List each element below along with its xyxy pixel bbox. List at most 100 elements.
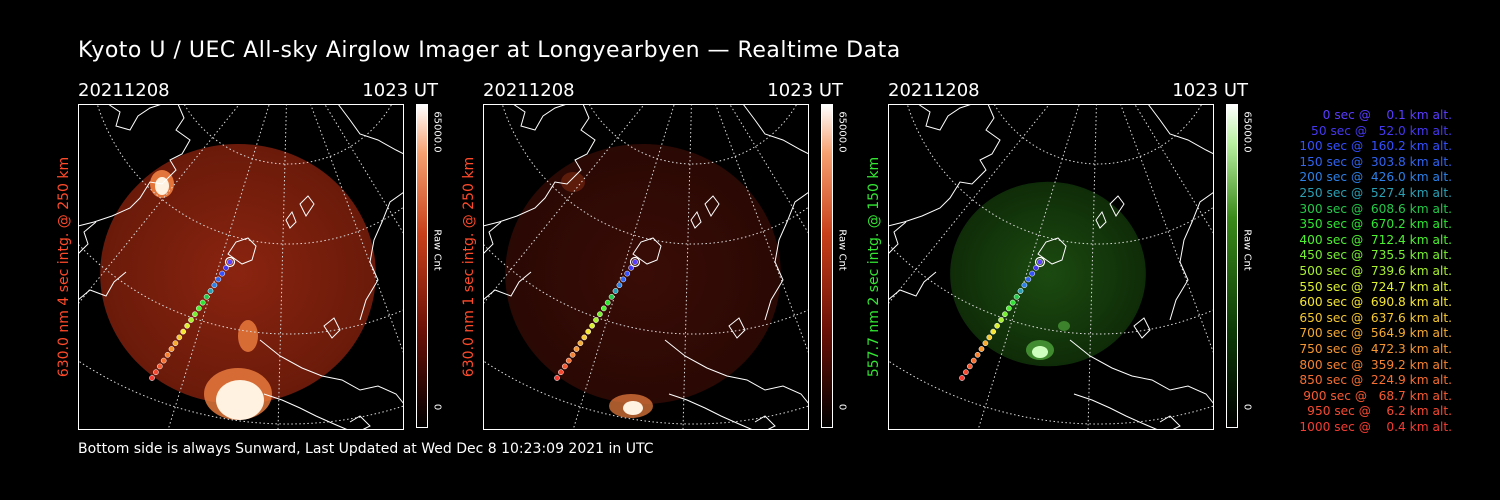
trajectory-point (1013, 293, 1020, 300)
allsky-map (78, 104, 404, 430)
trajectory-point (192, 311, 198, 318)
legend-entry: 800 sec @ 359.2 km alt. (1295, 357, 1452, 372)
legend-entry: 200 sec @ 426.0 km alt. (1295, 170, 1452, 185)
side-label-text: 630.0 nm 4 sec intg. @ 250 km (56, 156, 72, 378)
trajectory-point (558, 369, 564, 376)
page-title: Kyoto U / UEC All-sky Airglow Imager at … (78, 38, 901, 63)
launch-site-marker (629, 256, 641, 268)
colorbar-min-label: 0 (1241, 403, 1253, 411)
trajectory-point (561, 363, 568, 370)
image-panel-1: 20211208 1023 UT 630.0 nm 4 sec intg. @ … (56, 80, 443, 430)
trajectory-point (149, 375, 155, 381)
legend-entry: 1000 sec @ 0.4 km alt. (1299, 419, 1452, 434)
trajectory-point (156, 363, 163, 370)
trajectory-point (616, 282, 623, 289)
panel-time: 1023 UT (1172, 80, 1248, 101)
launch-site-marker (1034, 256, 1046, 268)
trajectory-point (620, 276, 627, 283)
legend-entry: 350 sec @ 670.2 km alt. (1295, 217, 1452, 232)
legend-entry: 550 sec @ 724.7 km alt. (1295, 279, 1452, 294)
colorbar-unit-label: Raw Cnt (1241, 229, 1253, 271)
trajectory-point (986, 334, 993, 341)
legend-entry: 450 sec @ 735.5 km alt. (1295, 248, 1452, 263)
trajectory-point (1002, 311, 1008, 318)
legend-entry: 600 sec @ 690.8 km alt. (1295, 295, 1452, 310)
trajectory-point (199, 299, 206, 306)
trajectory-point (180, 328, 187, 335)
colorbar (1226, 104, 1238, 428)
allsky-map (888, 104, 1214, 430)
trajectory-point (1005, 305, 1012, 312)
trajectory-point (176, 334, 183, 341)
panel-date: 20211208 (483, 80, 575, 101)
trajectory-point (959, 375, 965, 381)
image-panel-2: 20211208 1023 UT 630.0 nm 1 sec intg. @ … (461, 80, 848, 430)
trajectory-point (554, 375, 560, 381)
panel-side-label: 557.7 nm 2 sec intg. @ 150 km (864, 104, 884, 430)
trajectory-point (608, 293, 615, 300)
panel-date: 20211208 (78, 80, 170, 101)
colorbar-unit-label: Raw Cnt (836, 229, 848, 271)
legend-entry: 850 sec @ 224.9 km alt. (1295, 373, 1452, 388)
trajectory-point (168, 346, 175, 352)
trajectory-point (219, 270, 226, 277)
footer-note: Bottom side is always Sunward, Last Upda… (78, 441, 654, 457)
trajectory-point (227, 259, 233, 265)
trajectory-point (164, 351, 171, 358)
legend-entry: 250 sec @ 527.4 km alt. (1295, 185, 1452, 200)
colorbar-min-label: 0 (431, 403, 443, 411)
legend-entry: 300 sec @ 608.6 km alt. (1295, 201, 1452, 216)
trajectory-point (203, 293, 210, 300)
colorbar-unit-label: Raw Cnt (431, 229, 443, 271)
legend-entry: 0 sec @ 0.1 km alt. (1311, 108, 1452, 122)
trajectory-point (195, 305, 202, 312)
colorbar-max-label: 65000.0 (431, 111, 443, 153)
trajectory-point (1009, 299, 1016, 306)
panel-side-label: 630.0 nm 4 sec intg. @ 250 km (54, 104, 74, 430)
trajectory-point (573, 346, 580, 352)
legend-entry: 50 sec @ 52.0 km alt. (1303, 123, 1452, 138)
legend-entry: 950 sec @ 6.2 km alt. (1303, 404, 1452, 419)
trajectory-point (990, 328, 997, 335)
trajectory-point (581, 334, 588, 341)
trajectory-point (974, 351, 981, 358)
legend-entry: 150 sec @ 303.8 km alt. (1295, 154, 1452, 169)
legend-entry: 100 sec @ 160.2 km alt. (1295, 139, 1452, 154)
trajectory-point (577, 340, 584, 347)
colorbar (821, 104, 833, 428)
trajectory-legend: 0 sec @ 0.1 km alt. 50 sec @ 52.0 km alt… (1262, 108, 1452, 435)
trajectory-point (1017, 288, 1024, 294)
trajectory-point (994, 322, 1000, 329)
trajectory-point (215, 276, 222, 283)
trajectory-point (982, 340, 989, 347)
trajectory-point (585, 328, 592, 335)
allsky-map (483, 104, 809, 430)
trajectory-point (1029, 270, 1036, 277)
trajectory-point (597, 311, 603, 318)
trajectory-point (172, 340, 179, 347)
trajectory-point (970, 357, 977, 364)
trajectory-point (632, 259, 638, 265)
trajectory-point (966, 363, 973, 370)
panel-time: 1023 UT (362, 80, 438, 101)
trajectory-point (604, 299, 611, 306)
trajectory-point (978, 346, 985, 352)
trajectory-point (963, 369, 969, 376)
trajectory-point (589, 322, 595, 329)
trajectory-point (1037, 259, 1043, 265)
launch-site-marker (224, 256, 236, 268)
legend-entry: 700 sec @ 564.9 km alt. (1295, 326, 1452, 341)
side-label-text: 630.0 nm 1 sec intg. @ 250 km (461, 156, 477, 378)
panel-date: 20211208 (888, 80, 980, 101)
trajectory-point (1021, 282, 1028, 289)
panel-time: 1023 UT (767, 80, 843, 101)
colorbar-max-label: 65000.0 (1241, 111, 1253, 153)
trajectory-point (188, 317, 194, 323)
trajectory-point (207, 288, 214, 294)
trajectory-point (1025, 276, 1032, 283)
trajectory-point (624, 270, 631, 277)
trajectory-point (211, 282, 218, 289)
colorbar-max-label: 65000.0 (836, 111, 848, 153)
trajectory-point (153, 369, 159, 376)
image-panel-3: 20211208 1023 UT 557.7 nm 2 sec intg. @ … (866, 80, 1253, 430)
